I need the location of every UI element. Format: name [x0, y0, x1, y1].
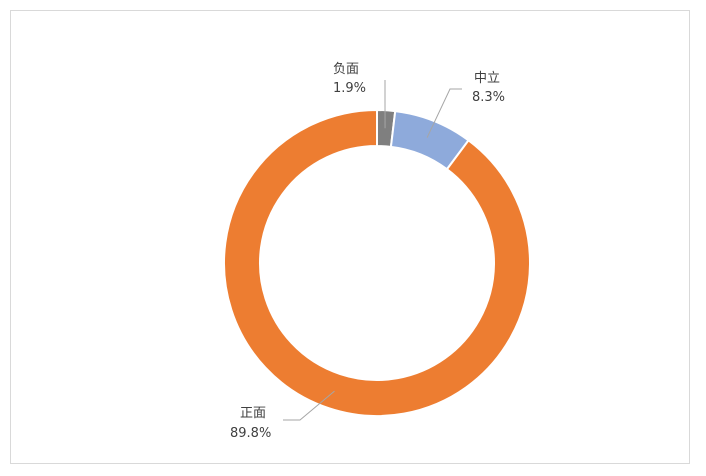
label-name-负面: 负面 [333, 62, 359, 77]
label-name-正面: 正面 [240, 406, 266, 421]
slices-group [223, 108, 531, 417]
leader-lines-group [283, 80, 462, 421]
label-value-负面: 1.9% [333, 81, 366, 96]
leader-line-正面 [283, 390, 335, 421]
label-name-中立: 中立 [474, 71, 500, 86]
leader-line-中立 [426, 88, 462, 138]
label-value-正面: 89.8% [230, 426, 271, 441]
slice-正面 [223, 108, 531, 417]
label-value-中立: 8.3% [472, 90, 505, 105]
